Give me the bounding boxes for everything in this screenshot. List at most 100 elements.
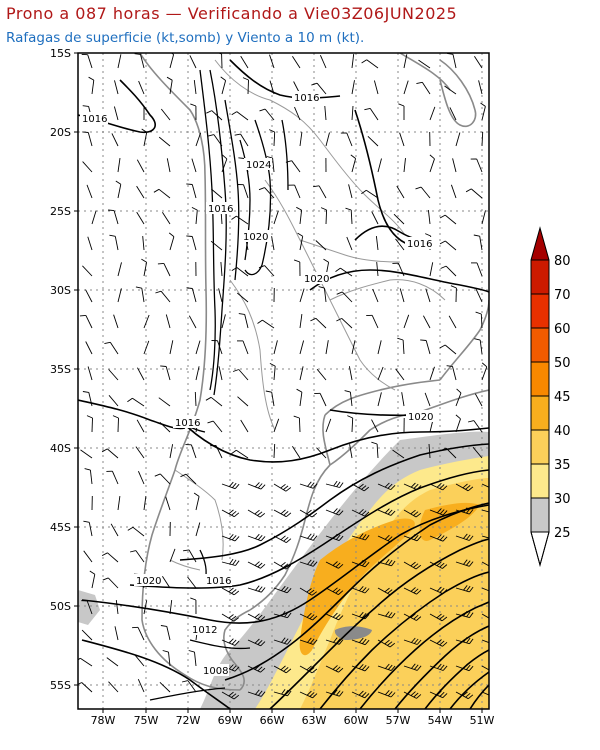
wind-barb — [420, 186, 431, 199]
wind-barb-feather — [442, 693, 448, 699]
wind-barb-feather — [338, 590, 344, 595]
wind-barb — [351, 105, 354, 121]
wind-barb-feather — [258, 690, 263, 696]
wind-barb — [189, 55, 197, 69]
wind-barb-feather — [387, 691, 393, 697]
wind-barb-feather — [193, 492, 200, 497]
gust-shading-35 — [300, 478, 489, 709]
wind-barb — [299, 236, 304, 251]
wind-barb — [114, 236, 119, 251]
wind-barb — [403, 314, 410, 329]
wind-barb — [299, 509, 313, 518]
wind-barb-feather — [281, 585, 286, 591]
wind-barb-feather — [206, 110, 212, 114]
wind-barb — [377, 639, 391, 648]
wind-barb-feather — [181, 680, 189, 683]
wind-barb — [163, 263, 171, 277]
wind-barb — [373, 80, 379, 95]
wind-barb — [240, 419, 249, 433]
wind-barb — [106, 657, 119, 667]
wind-barb-feather — [78, 682, 82, 685]
wind-barb — [350, 209, 353, 225]
wind-barb-feather — [466, 508, 471, 514]
wind-barb — [195, 366, 200, 381]
wind-barb-feather — [384, 534, 390, 540]
wind-barb-feather — [415, 512, 422, 518]
wind-barb — [341, 318, 353, 329]
wind-barb — [247, 509, 261, 518]
wind-barb-feather — [440, 265, 447, 269]
wind-barb-feather — [442, 665, 448, 671]
wind-barb — [221, 561, 236, 566]
wind-barb — [242, 340, 249, 355]
wind-barb-feather — [463, 610, 468, 617]
wind-barb-feather — [335, 666, 341, 672]
wind-barb — [160, 290, 171, 303]
lon-tick-label: 63W — [302, 714, 327, 727]
wind-barb — [325, 613, 339, 621]
isobar-label: 1016 — [407, 239, 432, 250]
wind-barb-feather — [234, 483, 240, 489]
wind-barb-feather — [442, 641, 448, 647]
wind-barb-feather — [280, 561, 286, 567]
wind-barb — [143, 314, 150, 329]
wind-barb — [194, 391, 197, 407]
wind-barb — [351, 417, 354, 433]
wind-barb — [377, 691, 392, 698]
wind-barb — [188, 549, 197, 563]
wind-barb-feather — [312, 639, 318, 645]
wind-barb — [291, 160, 301, 173]
wind-barb-feather — [231, 615, 237, 621]
wind-barb — [315, 240, 327, 251]
wind-barb-feather — [265, 390, 272, 393]
wind-barb — [195, 496, 200, 511]
wind-barb-feather — [283, 511, 289, 516]
wind-barb-feather — [134, 53, 141, 55]
wind-barb — [455, 132, 461, 147]
wind-barb-feather — [309, 614, 315, 620]
wind-barb — [471, 188, 483, 199]
wind-barb-feather — [442, 564, 448, 569]
wind-barb-feather — [410, 691, 416, 696]
wind-barb-feather — [362, 534, 367, 540]
wind-barb — [448, 315, 457, 329]
wind-barb-feather — [492, 668, 497, 672]
wind-barb-feather — [255, 585, 260, 591]
wind-barb — [191, 236, 197, 251]
wind-barb-feather — [359, 559, 364, 565]
wind-barb — [298, 417, 301, 433]
wind-barb — [397, 263, 405, 277]
wind-barb-feather — [365, 534, 370, 541]
wind-barb — [91, 80, 95, 95]
wind-barb-feather — [104, 341, 111, 345]
wind-barb-feather — [413, 535, 419, 541]
wind-barb — [351, 509, 365, 517]
wind-barb-feather — [254, 482, 260, 488]
wind-barb-feather — [364, 511, 370, 517]
wind-barb-feather — [388, 612, 393, 618]
wind-barb-feather — [468, 694, 474, 700]
wind-barb — [244, 314, 249, 329]
wind-barb — [273, 210, 279, 225]
wind-barb — [221, 691, 235, 700]
lon-tick-label: 54W — [428, 714, 453, 727]
wind-barb — [134, 654, 145, 667]
wind-barb — [299, 561, 314, 567]
wind-barb — [299, 314, 303, 329]
wind-barb — [479, 236, 483, 251]
wind-barb-feather — [280, 483, 286, 489]
wind-barb — [299, 587, 313, 596]
wind-barb-feather — [332, 665, 338, 670]
wind-barb-feather — [180, 473, 187, 478]
wind-barb-feather — [390, 510, 396, 516]
wind-barb-feather — [439, 587, 445, 593]
gust-shading-40 — [299, 518, 415, 656]
wind-barb — [425, 340, 431, 355]
wind-barb — [162, 576, 171, 589]
lat-tick-label: 15S — [50, 47, 71, 60]
lon-tick-label: 75W — [134, 714, 159, 727]
wind-barb — [377, 158, 382, 173]
lon-tick-label: 51W — [470, 714, 495, 727]
wind-barb — [264, 108, 275, 121]
wind-barb — [452, 366, 457, 381]
